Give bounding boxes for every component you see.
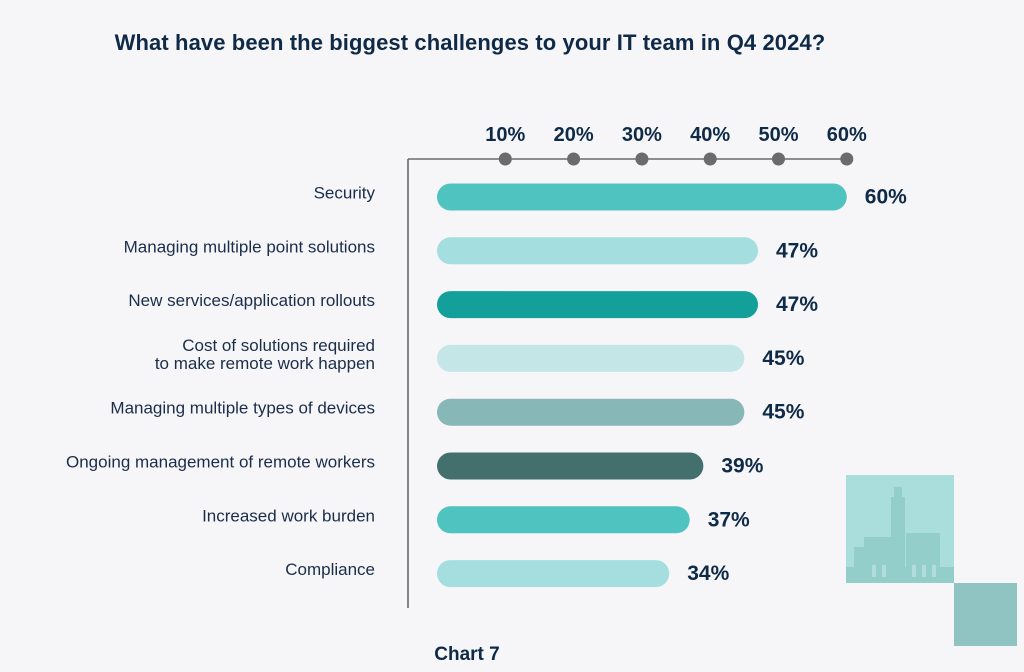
category-label: Ongoing management of remote workers <box>66 452 375 471</box>
decorative-texture-tile <box>954 583 1017 646</box>
bar <box>437 291 759 319</box>
bars-layer: Security 60% Managing multiple point solut… <box>66 183 907 588</box>
category-label: Managing multiple types of devices <box>110 399 375 418</box>
tick-label: 20% <box>554 124 594 146</box>
tick-dot <box>772 152 785 166</box>
value-label: 47% <box>776 293 818 316</box>
value-label: 37% <box>708 508 750 531</box>
building-silhouette-icon <box>846 487 954 583</box>
tick-label: 10% <box>485 124 525 146</box>
bar <box>437 398 745 426</box>
bar <box>437 237 759 265</box>
decorative-building-image <box>846 475 954 583</box>
value-label: 60% <box>865 186 907 209</box>
bar-row: Managing multiple types of devices 45% <box>110 398 805 426</box>
category-label: Increased work burden <box>202 506 375 525</box>
tick-dot <box>498 152 512 166</box>
bar-row: Compliance 34% <box>285 560 730 588</box>
category-label: Cost of solutions required <box>182 336 375 355</box>
category-label: Compliance <box>285 560 375 579</box>
value-label: 34% <box>687 562 729 585</box>
tick-dot <box>840 152 854 166</box>
axis-layer <box>407 158 847 608</box>
bar <box>437 506 690 534</box>
category-label: Managing multiple point solutions <box>124 237 375 256</box>
bar-row: New services/application rollouts 47% <box>128 291 818 319</box>
value-label: 45% <box>762 401 804 424</box>
category-label: Security <box>314 183 376 202</box>
tick-dot <box>635 152 649 166</box>
value-label: 39% <box>721 455 763 478</box>
value-label: 45% <box>762 347 804 370</box>
chart-caption: Chart 7 <box>434 644 500 665</box>
tick-label: 30% <box>622 124 662 146</box>
chart-title: What have been the biggest challenges to… <box>114 30 826 55</box>
tick-label: 40% <box>690 124 730 146</box>
tick-dot <box>703 152 717 166</box>
bar <box>437 344 745 372</box>
bar <box>437 183 847 211</box>
bar <box>437 452 704 480</box>
category-label: New services/application rollouts <box>128 291 375 310</box>
tick-label: 60% <box>827 124 867 146</box>
bar <box>437 560 670 588</box>
tick-dot <box>567 152 581 166</box>
category-label: to make remote work happen <box>155 354 375 373</box>
bar-row: Increased work burden 37% <box>202 506 750 534</box>
bar-row: Managing multiple point solutions 47% <box>124 237 818 265</box>
tick-layer: 10% 20% 30% 40% 50% 60% <box>485 124 867 166</box>
bar-row: Ongoing management of remote workers 39% <box>66 452 764 480</box>
value-label: 47% <box>776 239 818 262</box>
tick-label: 50% <box>758 124 798 146</box>
bar-row: Security 60% <box>314 183 907 211</box>
